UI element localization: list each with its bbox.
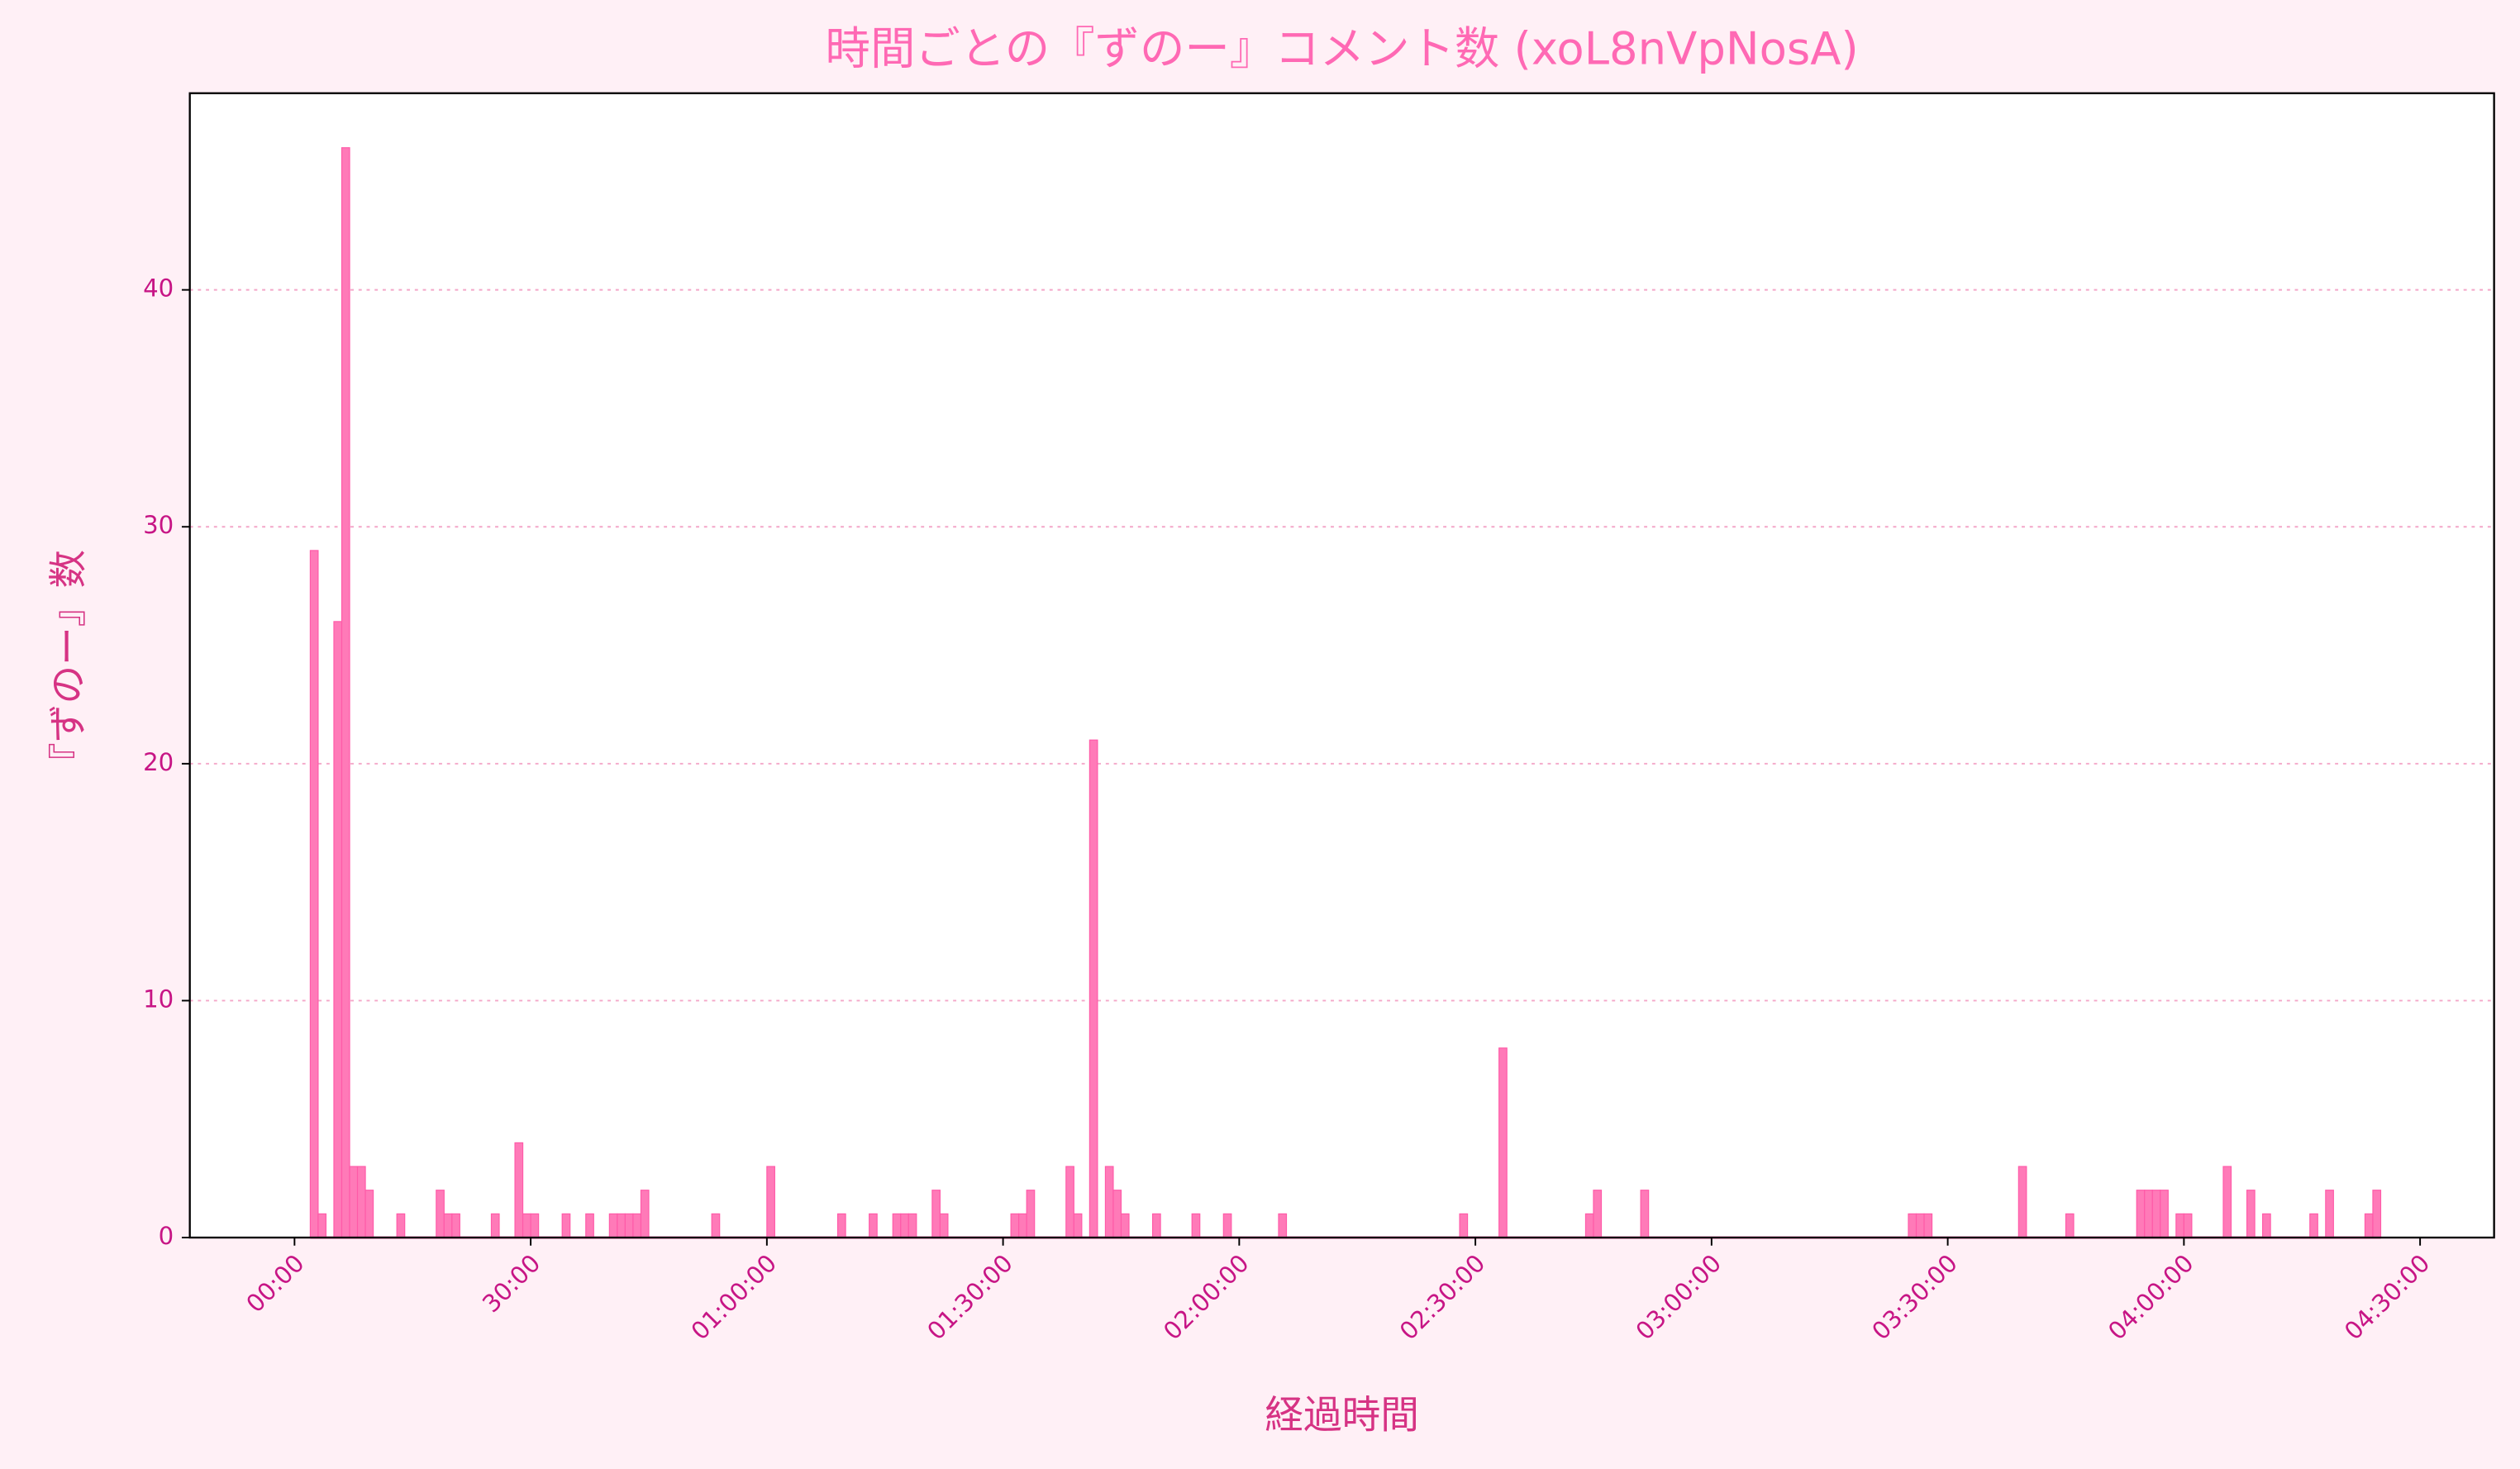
bar (2309, 1213, 2318, 1238)
bar (608, 1213, 618, 1238)
bar (1908, 1213, 1917, 1238)
bar (443, 1213, 453, 1238)
bar (939, 1213, 949, 1238)
bar (2065, 1213, 2075, 1238)
bar (1065, 1166, 1074, 1238)
bar (1026, 1190, 1036, 1238)
bar (2364, 1213, 2374, 1238)
bar (1191, 1213, 1201, 1238)
bar (2246, 1190, 2256, 1238)
bar (561, 1213, 571, 1238)
bar (2175, 1213, 2184, 1238)
bar (640, 1190, 650, 1238)
chart-title: 時間ごとの『ずのー』コメント数 (xoL8nVpNosA) (826, 21, 1859, 74)
bar (522, 1213, 531, 1238)
bar (1278, 1213, 1288, 1238)
bar (632, 1213, 642, 1238)
bar (907, 1213, 917, 1238)
bar (2262, 1213, 2271, 1238)
bar (309, 550, 319, 1238)
bar (1593, 1190, 1603, 1238)
bar (514, 1142, 524, 1238)
bar (2325, 1190, 2334, 1238)
bar (530, 1213, 540, 1238)
bar (711, 1213, 721, 1238)
bar (356, 1166, 366, 1238)
bar (892, 1213, 902, 1238)
bar (1104, 1166, 1114, 1238)
bar (436, 1190, 445, 1238)
bar (349, 1166, 359, 1238)
bar (2136, 1190, 2146, 1238)
bar (900, 1213, 909, 1238)
bar (396, 1213, 406, 1238)
y-tick-label: 20 (143, 748, 174, 776)
bar (931, 1190, 941, 1238)
bar (2144, 1190, 2153, 1238)
bar (2160, 1190, 2169, 1238)
bar (1915, 1213, 1925, 1238)
bar (1640, 1190, 1650, 1238)
bar (766, 1166, 775, 1238)
y-tick-label: 10 (143, 985, 174, 1013)
bar (2222, 1166, 2232, 1238)
bar (490, 1213, 500, 1238)
bar (317, 1213, 327, 1238)
bar (1222, 1213, 1232, 1238)
plot-frame (188, 92, 2495, 1239)
bar (1151, 1213, 1161, 1238)
bar (1923, 1213, 1933, 1238)
bar (1584, 1213, 1594, 1238)
bar (1089, 739, 1098, 1238)
bar (836, 1213, 846, 1238)
bar (2017, 1166, 2027, 1238)
bar (2183, 1213, 2193, 1238)
bar (1459, 1213, 1469, 1238)
bar (2151, 1190, 2161, 1238)
bar (869, 1213, 878, 1238)
bar (364, 1190, 374, 1238)
bar (1120, 1213, 1130, 1238)
y-tick-label: 40 (143, 274, 174, 303)
x-axis-label: 経過時間 (1265, 1393, 1419, 1438)
y-tick-label: 30 (143, 511, 174, 539)
bar (617, 1213, 626, 1238)
y-axis-label: 『ずのー』数 (46, 550, 91, 781)
bar (624, 1213, 634, 1238)
bar (1073, 1213, 1083, 1238)
plot-area (189, 93, 2494, 1238)
bar (1498, 1047, 1508, 1238)
y-tick-label: 0 (159, 1222, 174, 1250)
bar (1018, 1213, 1027, 1238)
bar (585, 1213, 594, 1238)
bar (1010, 1213, 1020, 1238)
bar (1112, 1190, 1122, 1238)
bar (333, 621, 343, 1238)
bar (451, 1213, 460, 1238)
bar (341, 147, 350, 1238)
bar (2372, 1190, 2382, 1238)
